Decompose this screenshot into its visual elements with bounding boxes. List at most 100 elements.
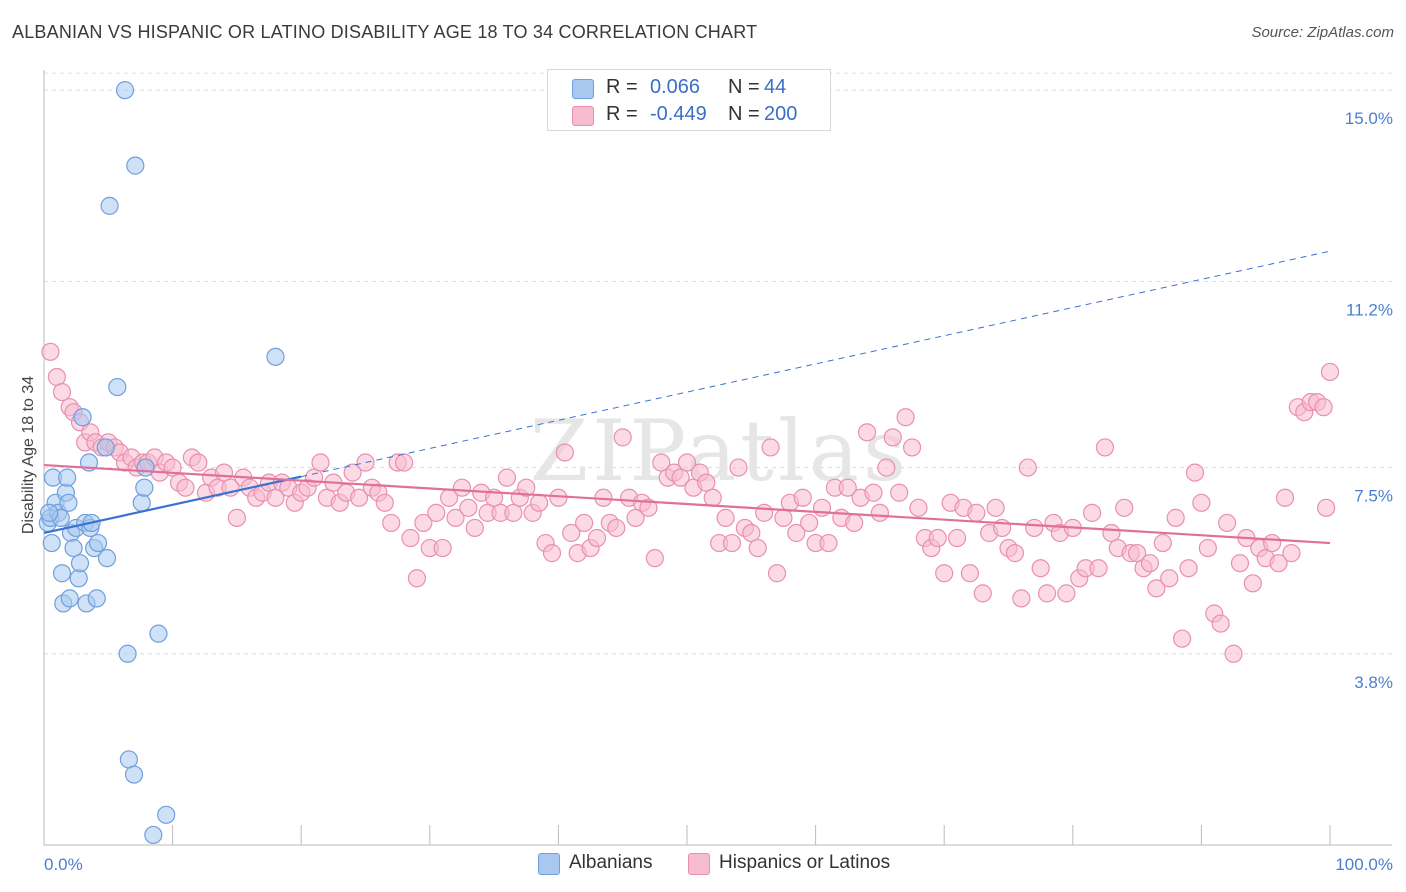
- hispanic-point: [1179, 559, 1198, 578]
- hispanic-point: [896, 408, 915, 427]
- albanian-point: [60, 589, 79, 608]
- albanian-point: [42, 533, 61, 553]
- hispanic-point: [890, 483, 909, 502]
- hispanic-point: [1115, 498, 1134, 517]
- trend-lines: [43, 250, 1331, 545]
- albanian-point: [144, 825, 163, 845]
- data-points: [38, 81, 1340, 845]
- hispanic-point: [1263, 533, 1282, 553]
- hispanic-point: [1218, 513, 1237, 533]
- hispanic-point: [1230, 554, 1250, 573]
- hispanic-trend: [43, 463, 1331, 545]
- hispanic-point: [1192, 493, 1211, 512]
- albanian-point: [115, 81, 135, 100]
- axes: [43, 70, 1392, 846]
- albanian-point: [108, 377, 127, 397]
- r-label: R =: [606, 103, 638, 125]
- hispanic-point: [1185, 463, 1205, 482]
- hispanic-point: [857, 423, 877, 442]
- hispanic-point: [973, 584, 992, 603]
- hispanic-point: [787, 523, 806, 543]
- hispanic-point: [928, 528, 947, 548]
- hispanic-point: [1057, 584, 1076, 603]
- y-tick-label: 7.5%: [1354, 487, 1393, 506]
- hispanic-point: [1037, 584, 1057, 603]
- hispanic-point: [1314, 398, 1333, 417]
- x-tick-label: 100.0%: [1335, 855, 1393, 874]
- hispanic-point: [1275, 488, 1295, 507]
- hispanic-point: [909, 498, 928, 517]
- albanian-point: [119, 750, 138, 769]
- albanians-swatch: [572, 79, 594, 99]
- albanian-point: [52, 564, 72, 583]
- hispanic-point: [459, 498, 478, 517]
- r-label: R =: [606, 76, 638, 98]
- albanian-point: [124, 765, 144, 784]
- hispanic-point: [343, 463, 362, 482]
- hispanic-point: [414, 513, 433, 533]
- hispanic-point: [729, 458, 748, 477]
- y-axis-label: Disability Age 18 to 34: [20, 376, 37, 534]
- hispanic-point: [613, 428, 632, 447]
- hispanic-point: [304, 468, 324, 487]
- legend-row-hispanics: R = -0.449 N = 200: [548, 102, 830, 128]
- hispanic-point: [1025, 518, 1044, 538]
- hispanic-point: [986, 498, 1005, 517]
- hispanic-point: [587, 528, 607, 548]
- hispanic-point: [427, 503, 446, 522]
- hispanic-point: [607, 518, 626, 538]
- chart-title: ALBANIAN VS HISPANIC OR LATINO DISABILIT…: [12, 22, 758, 42]
- hispanic-point: [697, 473, 716, 492]
- hispanic-point: [446, 508, 465, 527]
- hispanic-point: [382, 513, 401, 533]
- hispanic-point: [767, 564, 787, 583]
- hispanic-point: [845, 513, 864, 533]
- correlation-legend: R = 0.066 N = 44 R = -0.449 N = 200: [547, 69, 831, 131]
- albanian-point: [100, 196, 119, 215]
- hispanic-point: [504, 503, 523, 522]
- hispanic-point: [902, 438, 922, 457]
- legend-label: Hispanics or Latinos: [719, 852, 891, 873]
- hispanic-point: [394, 453, 414, 472]
- hispanic-point: [883, 428, 902, 447]
- hispanic-point: [1031, 559, 1050, 578]
- hispanic-point: [1282, 544, 1301, 563]
- albanian-trend-solid: [43, 475, 302, 535]
- hispanic-point: [549, 488, 568, 507]
- hispanic-point: [214, 463, 234, 482]
- hispanic-point: [227, 508, 246, 527]
- hispanic-point: [877, 458, 896, 477]
- hispanic-point: [562, 523, 581, 543]
- legend-label: Albanians: [569, 852, 653, 873]
- hispanic-point: [774, 508, 793, 527]
- hispanic-point: [967, 503, 986, 522]
- tick-labels: 3.8% 7.5% 11.2% 15.0% 0.0% 100.0%: [44, 109, 1393, 874]
- hispanic-point: [575, 513, 594, 533]
- hispanic-point: [1082, 503, 1102, 522]
- hispanic-point: [812, 498, 832, 517]
- hispanic-point: [1224, 644, 1243, 663]
- hispanic-point: [626, 508, 645, 527]
- y-tick-label: 11.2%: [1346, 300, 1393, 319]
- albanian-point: [58, 468, 77, 487]
- hispanic-point: [266, 488, 285, 507]
- albanian-point: [73, 408, 92, 427]
- n-value: 44: [764, 76, 787, 98]
- hispanic-point: [1153, 533, 1172, 553]
- legend-row-albanians: R = 0.066 N = 44: [548, 75, 830, 101]
- hispanic-point: [1320, 362, 1340, 382]
- hispanic-point: [517, 478, 536, 497]
- hispanic-point: [542, 544, 562, 563]
- hispanic-point: [41, 342, 60, 361]
- y-tick-label: 3.8%: [1354, 673, 1393, 692]
- r-value: -0.449: [650, 103, 707, 125]
- hispanic-point: [960, 564, 980, 583]
- hispanic-point: [356, 453, 375, 472]
- hispanic-point: [1147, 579, 1166, 598]
- hispanic-point: [1160, 569, 1179, 588]
- hispanic-point: [349, 488, 369, 507]
- albanian-point: [126, 156, 145, 175]
- hispanic-point: [1243, 574, 1262, 593]
- hispanic-point: [1198, 538, 1217, 558]
